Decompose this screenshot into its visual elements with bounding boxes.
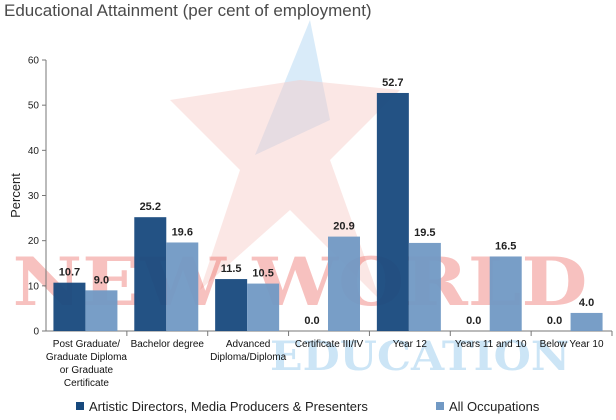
x-tick-label: Below Year 10 bbox=[540, 339, 604, 350]
x-tick-label: Certificate bbox=[64, 378, 109, 389]
chart-title: Educational Attainment (per cent of empl… bbox=[4, 1, 372, 20]
y-tick-label: 10 bbox=[28, 281, 40, 292]
data-label: 0.0 bbox=[466, 315, 481, 327]
legend-swatch bbox=[436, 402, 444, 410]
bar-all-occupations bbox=[328, 236, 360, 331]
x-tick-label: Year 12 bbox=[393, 339, 428, 350]
data-label: 0.0 bbox=[304, 315, 319, 327]
data-labels: 10.7 9.0 25.2 19.6 11.5 10.5 0.0 20.9 52.7 19.5 0.… bbox=[59, 77, 595, 327]
bar-all-occupations bbox=[489, 256, 522, 331]
data-label: 52.7 bbox=[382, 77, 403, 89]
data-label: 19.6 bbox=[172, 226, 193, 238]
watermark-swoosh bbox=[255, 20, 330, 155]
y-tick-label: 60 bbox=[28, 56, 40, 67]
watermark-line2: EDUCATION bbox=[270, 333, 570, 380]
y-tick-label: 30 bbox=[28, 191, 40, 202]
bar-all-occupations bbox=[247, 283, 280, 331]
x-tick-label: Post Graduate/ bbox=[53, 339, 120, 350]
data-label: 25.2 bbox=[140, 201, 161, 213]
legend: Artistic Directors, Media Producers & Pr… bbox=[76, 399, 540, 414]
bar-artistic-directors bbox=[53, 282, 86, 331]
y-tick-label: 20 bbox=[28, 236, 40, 247]
bar-all-occupations bbox=[570, 312, 603, 331]
data-label: 10.7 bbox=[59, 267, 80, 279]
bars bbox=[53, 92, 603, 331]
x-tick-label: Graduate Diploma bbox=[46, 352, 128, 363]
data-label: 16.5 bbox=[495, 240, 516, 252]
bar-all-occupations bbox=[85, 290, 118, 331]
y-axis-label: Percent bbox=[8, 173, 23, 218]
legend-swatch bbox=[76, 402, 84, 410]
data-label: 20.9 bbox=[333, 221, 354, 233]
x-tick-label: Certificate III/IV bbox=[295, 339, 364, 350]
x-tick-label: or Graduate bbox=[60, 365, 114, 376]
data-label: 0.0 bbox=[547, 315, 562, 327]
x-tick-label: Advanced bbox=[226, 339, 270, 350]
bar-all-occupations bbox=[166, 242, 199, 331]
data-label: 10.5 bbox=[252, 268, 273, 280]
legend-label: All Occupations bbox=[449, 399, 540, 414]
x-tick-label: Years 11 and 10 bbox=[455, 339, 527, 350]
y-tick-label: 50 bbox=[28, 101, 40, 112]
data-label: 9.0 bbox=[94, 274, 109, 286]
bar-artistic-directors bbox=[376, 92, 409, 331]
x-tick-label: Diploma/Diploma bbox=[210, 352, 287, 363]
bar-artistic-directors bbox=[215, 279, 248, 331]
legend-label: Artistic Directors, Media Producers & Pr… bbox=[89, 399, 368, 414]
data-label: 19.5 bbox=[414, 227, 435, 239]
data-label: 11.5 bbox=[221, 263, 242, 275]
x-tick-label: Bachelor degree bbox=[131, 339, 205, 350]
y-tick-label: 40 bbox=[28, 146, 40, 157]
bar-all-occupations bbox=[408, 242, 441, 331]
y-tick-label: 0 bbox=[33, 327, 39, 338]
data-label: 4.0 bbox=[579, 297, 594, 309]
bar-artistic-directors bbox=[134, 217, 167, 331]
